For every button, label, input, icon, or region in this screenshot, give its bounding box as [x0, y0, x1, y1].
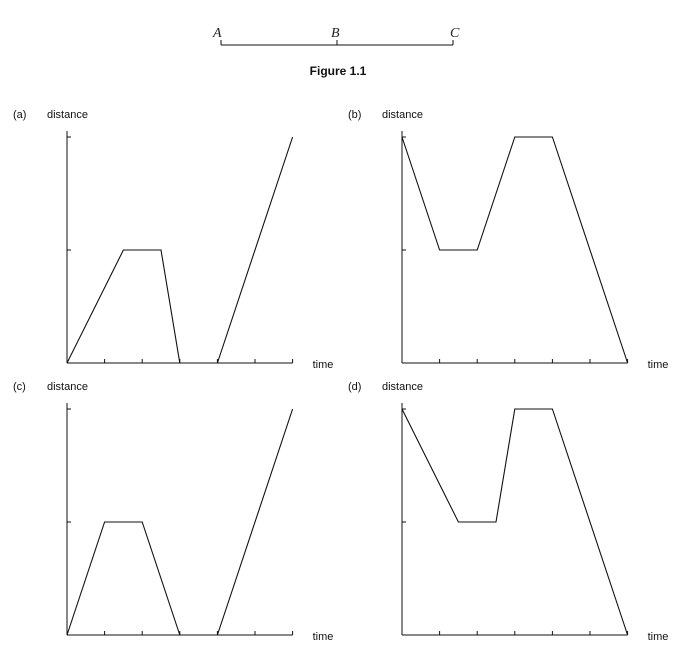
figure-title: Figure 1.1 — [310, 64, 367, 78]
panels: (a) distance time (b) distance time (c) distanc… — [13, 109, 668, 643]
series-line — [401, 408, 629, 636]
chart-panel-b: (b) distance time — [348, 109, 668, 371]
y-axis-label: distance — [47, 109, 88, 121]
segment-label-b: B — [331, 26, 340, 41]
segment-label-c: C — [450, 26, 460, 41]
x-axis-label: time — [313, 631, 334, 643]
panel-label: (c) — [13, 381, 26, 393]
panel-label: (d) — [348, 381, 361, 393]
series-line — [66, 136, 294, 364]
series-line — [66, 408, 294, 636]
chart-panel-c: (c) distance time — [13, 381, 333, 643]
panel-label: (a) — [13, 109, 26, 121]
x-axis-label: time — [648, 631, 669, 643]
series-line — [401, 136, 629, 364]
chart-panel-a: (a) distance time — [13, 109, 333, 371]
y-axis-label: distance — [382, 381, 423, 393]
y-axis-label: distance — [382, 109, 423, 121]
chart-panel-d: (d) distance time — [348, 381, 668, 643]
x-axis-label: time — [313, 359, 334, 371]
x-axis-label: time — [648, 359, 669, 371]
segment-diagram: A B C — [212, 26, 460, 46]
panel-label: (b) — [348, 109, 361, 121]
segment-label-a: A — [212, 26, 222, 41]
y-axis-label: distance — [47, 381, 88, 393]
